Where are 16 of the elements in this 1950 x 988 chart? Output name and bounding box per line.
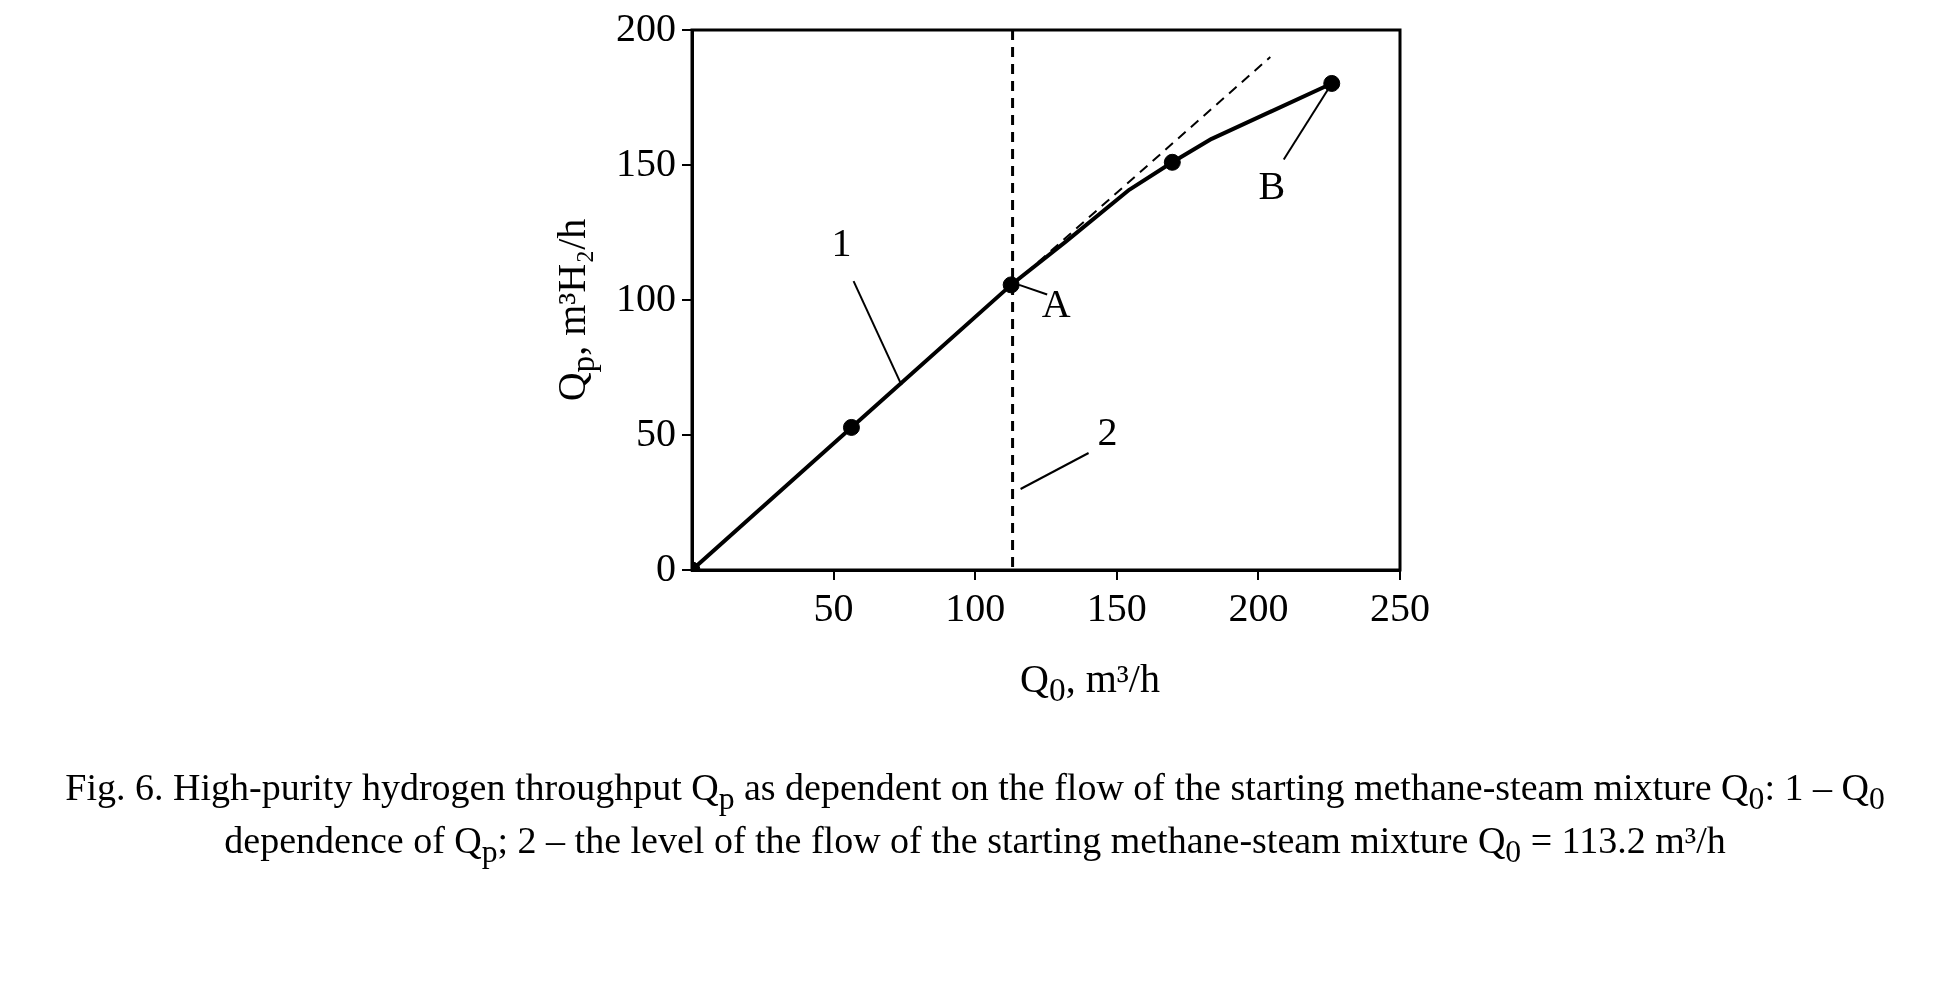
annotation: 1 — [831, 219, 852, 265]
x-tick-label: 50 — [813, 584, 854, 630]
annotation: A — [1041, 281, 1071, 327]
x-axis-title: Q$_{0}$, m³/h — [1019, 655, 1161, 709]
text: Fig. 6. High-purity hydrogen throughput Q$_{p}$ as dependent on the flow of the starting methane-steam mixture Q$_{0}$: 1 – Q$_{0}$ dependence of Q$_{p}$; 2 – the level of the flow of the starting methane-steam mixture Q$_{0}$ = 113.2 m³/h — [65, 766, 1885, 869]
annotation: 2 — [1097, 408, 1118, 454]
y-tick-label: 100 — [616, 274, 676, 320]
x-tick-label: 150 — [1086, 584, 1147, 630]
y-tick-label: 200 — [616, 4, 676, 50]
x-tick-label: 200 — [1228, 584, 1289, 630]
y-tick-label: 0 — [656, 544, 676, 590]
x-tick-label: 100 — [945, 584, 1006, 630]
y-tick-label: 150 — [616, 139, 676, 185]
x-tick-label: 250 — [1370, 584, 1430, 630]
annotation: B — [1258, 162, 1286, 208]
y-tick-label: 50 — [636, 409, 676, 455]
